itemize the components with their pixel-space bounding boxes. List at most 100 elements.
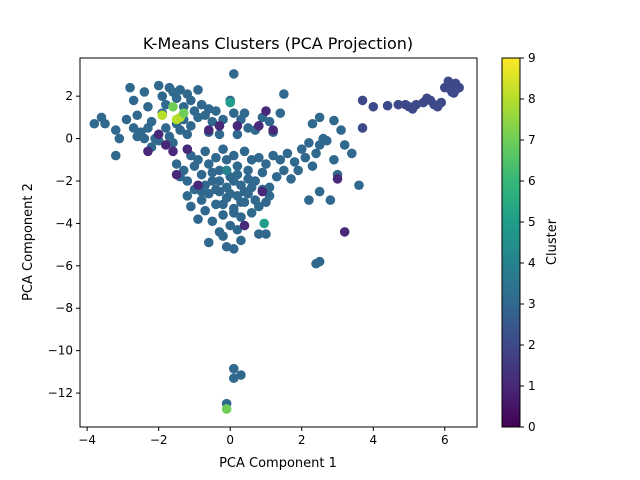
- data-point: [161, 123, 171, 133]
- data-point: [132, 110, 143, 121]
- data-point: [153, 129, 164, 140]
- data-point: [214, 176, 225, 186]
- colorbar-tick-label: 6: [528, 174, 536, 188]
- data-point: [221, 404, 232, 414]
- data-point: [139, 87, 150, 97]
- data-point: [211, 184, 221, 195]
- data-point: [325, 195, 336, 205]
- data-point: [228, 363, 239, 374]
- data-point: [196, 99, 207, 110]
- data-point: [261, 159, 271, 169]
- y-tick-label: 2: [65, 89, 73, 103]
- data-point: [139, 133, 150, 144]
- data-point: [153, 80, 164, 91]
- data-point: [236, 370, 246, 380]
- data-point: [218, 210, 228, 220]
- data-point: [304, 195, 314, 205]
- colorbar-tick-label: 8: [528, 92, 536, 106]
- data-point: [143, 101, 153, 112]
- x-tick-label: 2: [298, 433, 306, 447]
- data-point: [168, 146, 178, 157]
- data-point: [232, 224, 243, 235]
- data-point: [182, 129, 193, 140]
- data-point: [228, 244, 239, 254]
- y-tick-label: −10: [48, 344, 73, 358]
- y-tick-label: −4: [55, 216, 73, 230]
- data-point: [236, 197, 246, 208]
- data-point: [218, 231, 228, 241]
- data-point: [257, 167, 268, 178]
- data-point: [239, 108, 250, 118]
- data-point: [128, 95, 139, 106]
- data-point: [357, 123, 368, 133]
- data-point: [357, 95, 368, 106]
- data-point: [221, 154, 232, 165]
- x-tick-label: −4: [78, 433, 96, 447]
- data-point: [214, 121, 225, 131]
- data-point: [311, 258, 321, 269]
- data-point: [264, 116, 275, 127]
- data-point: [225, 188, 236, 199]
- data-point: [264, 191, 275, 201]
- y-tick-label: −12: [48, 386, 73, 400]
- data-point: [100, 118, 110, 129]
- data-point: [279, 165, 289, 176]
- data-point: [182, 191, 193, 201]
- data-point: [193, 154, 203, 165]
- y-axis-label: PCA Component 2: [21, 183, 36, 301]
- data-point: [218, 144, 228, 154]
- data-point: [254, 229, 264, 239]
- data-point: [203, 159, 214, 169]
- data-point: [300, 152, 311, 163]
- data-point: [175, 125, 185, 135]
- data-point: [186, 201, 196, 212]
- data-point: [254, 121, 264, 131]
- data-point: [239, 186, 250, 197]
- data-point: [157, 91, 168, 101]
- colorbar-tick-label: 4: [528, 256, 536, 270]
- data-point: [236, 235, 246, 246]
- data-point: [196, 195, 207, 205]
- data-point: [236, 212, 246, 222]
- data-point: [211, 152, 221, 163]
- data-point: [211, 199, 221, 210]
- data-point: [279, 89, 289, 99]
- data-point: [354, 180, 364, 191]
- x-tick-label: 4: [369, 433, 377, 447]
- data-point: [228, 150, 239, 161]
- data-point: [329, 154, 339, 165]
- y-tick-label: −6: [55, 259, 73, 273]
- colorbar-label: Cluster: [545, 218, 560, 265]
- data-point: [311, 148, 321, 159]
- data-point: [200, 205, 210, 216]
- colorbar-ticks: 0 1 2 3 4 5 6 7 8 9: [520, 51, 536, 434]
- data-point: [207, 216, 218, 227]
- data-point: [254, 152, 264, 163]
- data-point: [228, 108, 239, 118]
- colorbar-tick-label: 1: [528, 379, 536, 393]
- colorbar-tick-label: 0: [528, 420, 536, 434]
- x-tick-label: −2: [150, 433, 168, 447]
- data-point: [393, 99, 404, 110]
- data-point: [271, 171, 282, 182]
- data-point: [339, 227, 350, 237]
- data-point: [282, 148, 293, 159]
- data-point: [286, 174, 296, 184]
- data-point: [207, 176, 218, 186]
- data-point: [232, 161, 243, 171]
- chart-title: K-Means Clusters (PCA Projection): [143, 34, 413, 53]
- data-point: [293, 165, 303, 176]
- data-point: [275, 154, 286, 165]
- data-point: [232, 169, 243, 180]
- data-point: [339, 140, 350, 150]
- data-point: [193, 214, 203, 224]
- y-tick-label: −8: [55, 301, 73, 315]
- data-point: [168, 101, 178, 112]
- data-point: [243, 174, 253, 184]
- data-point: [178, 165, 189, 176]
- data-point: [448, 88, 459, 98]
- data-point: [114, 133, 125, 144]
- data-point: [193, 85, 203, 95]
- data-point: [246, 182, 257, 193]
